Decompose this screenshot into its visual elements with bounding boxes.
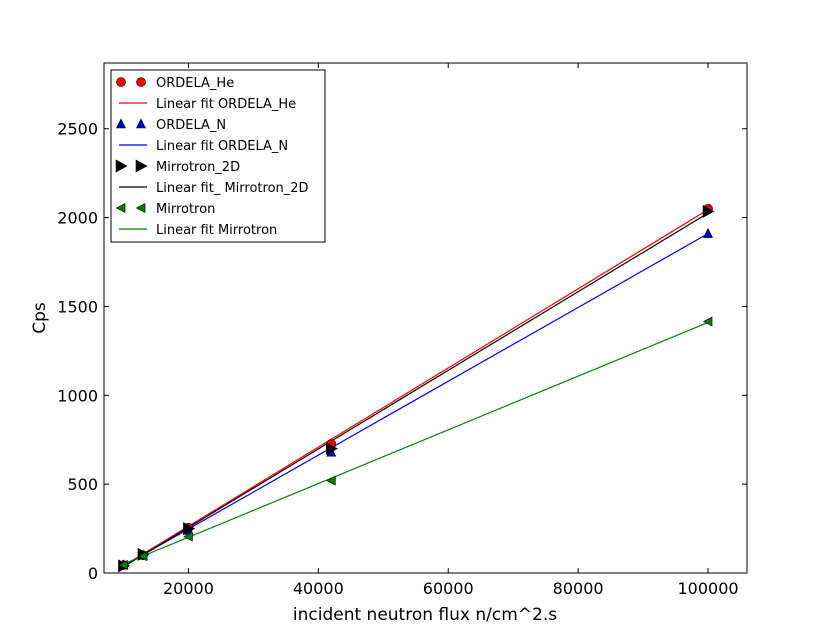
point-mirrotron xyxy=(183,531,193,542)
legend-label-linear-fit-ordela-he: Linear fit ORDELA_He xyxy=(156,97,296,112)
legend-label-mirrotron: Mirrotron xyxy=(156,202,215,217)
x-tick-label: 20000 xyxy=(163,579,214,598)
legend-swatch-ordela-he xyxy=(116,77,126,87)
legend-swatch-mirrotron xyxy=(135,203,146,213)
point-mirrotron xyxy=(702,316,713,327)
plot-frame xyxy=(103,62,748,574)
x-tick-label: 80000 xyxy=(553,579,604,598)
y-tick-label: 2500 xyxy=(57,120,98,139)
legend-label-ordela-n: ORDELA_N xyxy=(156,118,226,133)
legend: ORDELA_He Linear fit ORDELA_He ORDELA_N Lin… xyxy=(110,69,326,243)
legend-label-linear-fit-mirrotron-2d: Linear fit_ Mirrotron_2D xyxy=(156,181,309,196)
legend-swatch-mirrotron xyxy=(115,203,126,213)
y-axis-label: Cps xyxy=(30,302,50,334)
y-tick-label: 1000 xyxy=(57,386,98,405)
legend-label-ordela-he: ORDELA_He xyxy=(156,76,234,91)
y-tick-label: 2000 xyxy=(57,209,98,228)
point-ordela-n xyxy=(703,227,714,238)
point-mirrotron xyxy=(326,475,336,486)
legend-swatch-ordela-n xyxy=(116,118,126,129)
y-tick-label: 1500 xyxy=(57,297,98,316)
legend-label-linear-fit-ordela-n: Linear fit ORDELA_N xyxy=(156,139,288,154)
y-tick-label: 500 xyxy=(67,475,98,494)
point-mirrotron-2d xyxy=(702,204,715,218)
fit-line-linear-fit-mirrotron xyxy=(123,321,709,565)
point-mirrotron-2d xyxy=(183,522,196,536)
point-mirrotron-2d xyxy=(326,442,338,456)
data-points xyxy=(118,203,715,573)
legend-label-mirrotron-2d: Mirrotron_2D xyxy=(156,160,240,175)
point-mirrotron xyxy=(118,560,128,571)
legend-label-linear-fit-mirrotron: Linear fit Mirrotron xyxy=(156,223,277,238)
legend-swatch-ordela-he xyxy=(136,77,146,87)
y-tick-label: 0 xyxy=(88,564,98,583)
axis-ticks xyxy=(104,63,747,574)
x-tick-labels: 20000 40000 60000 80000 100000 xyxy=(163,579,739,598)
legend-swatch-mirrotron-2d xyxy=(115,159,128,173)
legend-box xyxy=(110,69,326,243)
x-tick-label: 60000 xyxy=(423,579,474,598)
fit-line-linear-fit-mirrotron-2d xyxy=(123,212,709,568)
legend-swatch-mirrotron-2d xyxy=(135,159,148,173)
fit-line-linear-fit-ordela-he xyxy=(123,209,709,567)
x-axis-label: incident neutron flux n/cm^2.s xyxy=(293,605,557,625)
x-tick-label: 40000 xyxy=(293,579,344,598)
x-tick-label: 100000 xyxy=(677,579,738,598)
legend-swatch-ordela-n xyxy=(136,118,146,129)
fit-line-linear-fit-ordela-n xyxy=(123,233,709,567)
fit-lines xyxy=(123,209,709,568)
point-mirrotron xyxy=(137,551,148,562)
y-tick-labels: 0 500 1000 1500 2000 2500 xyxy=(57,120,98,583)
